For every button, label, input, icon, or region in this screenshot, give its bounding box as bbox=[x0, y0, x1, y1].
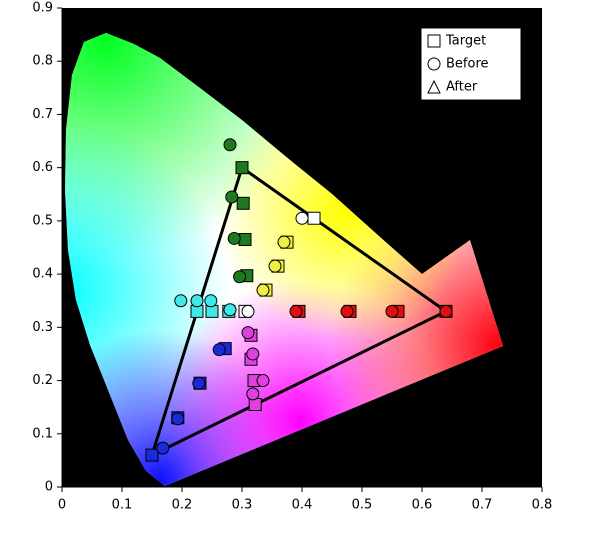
y-tick-label: 0.4 bbox=[32, 267, 53, 282]
x-tick-label: 0.2 bbox=[172, 498, 193, 513]
point bbox=[277, 235, 291, 249]
legend-symbol bbox=[427, 79, 441, 94]
point bbox=[190, 294, 204, 308]
x-tick-label: 0.8 bbox=[532, 498, 553, 513]
y-tick-label: 0.5 bbox=[32, 213, 53, 228]
y-tick-label: 0 bbox=[45, 480, 53, 495]
point bbox=[439, 304, 453, 318]
x-tick-label: 0.7 bbox=[472, 498, 493, 513]
point bbox=[256, 374, 270, 388]
point bbox=[225, 190, 239, 204]
x-tick-label: 0.4 bbox=[292, 498, 313, 513]
y-tick-label: 0.2 bbox=[32, 373, 53, 388]
legend-label: Before bbox=[446, 57, 489, 72]
point bbox=[233, 270, 247, 284]
x-tick-label: 0.3 bbox=[232, 498, 253, 513]
x-tick-label: 0.5 bbox=[352, 498, 373, 513]
point bbox=[246, 347, 260, 361]
x-tick-label: 0 bbox=[58, 498, 66, 513]
point bbox=[205, 304, 219, 318]
point bbox=[235, 161, 249, 175]
point bbox=[256, 283, 270, 297]
legend-symbol bbox=[427, 57, 441, 71]
y-tick-label: 0.3 bbox=[32, 320, 53, 335]
point bbox=[174, 294, 188, 308]
point bbox=[241, 304, 255, 318]
y-tick-label: 0.8 bbox=[32, 54, 53, 69]
point bbox=[248, 398, 262, 412]
point bbox=[192, 376, 206, 390]
point bbox=[295, 211, 309, 225]
legend-label: After bbox=[446, 80, 478, 95]
point bbox=[289, 304, 303, 318]
point bbox=[204, 294, 218, 308]
point bbox=[227, 231, 241, 245]
point bbox=[268, 259, 282, 273]
point bbox=[145, 448, 159, 462]
point bbox=[246, 387, 260, 401]
point bbox=[238, 233, 252, 247]
x-tick-label: 0.1 bbox=[112, 498, 133, 513]
y-tick-label: 0.6 bbox=[32, 160, 53, 175]
point bbox=[223, 138, 237, 152]
y-tick-label: 0.7 bbox=[32, 107, 53, 122]
legend-label: Target bbox=[445, 34, 486, 49]
point bbox=[307, 211, 321, 225]
point bbox=[212, 343, 226, 357]
point bbox=[236, 196, 250, 210]
point bbox=[171, 412, 185, 426]
point bbox=[385, 304, 399, 318]
y-tick-label: 0.9 bbox=[32, 1, 53, 16]
legend-symbol bbox=[427, 34, 441, 48]
point bbox=[340, 304, 354, 318]
y-tick-label: 0.1 bbox=[32, 426, 53, 441]
x-tick-label: 0.6 bbox=[412, 498, 433, 513]
point bbox=[241, 326, 255, 340]
point bbox=[223, 303, 237, 317]
point bbox=[156, 441, 170, 455]
